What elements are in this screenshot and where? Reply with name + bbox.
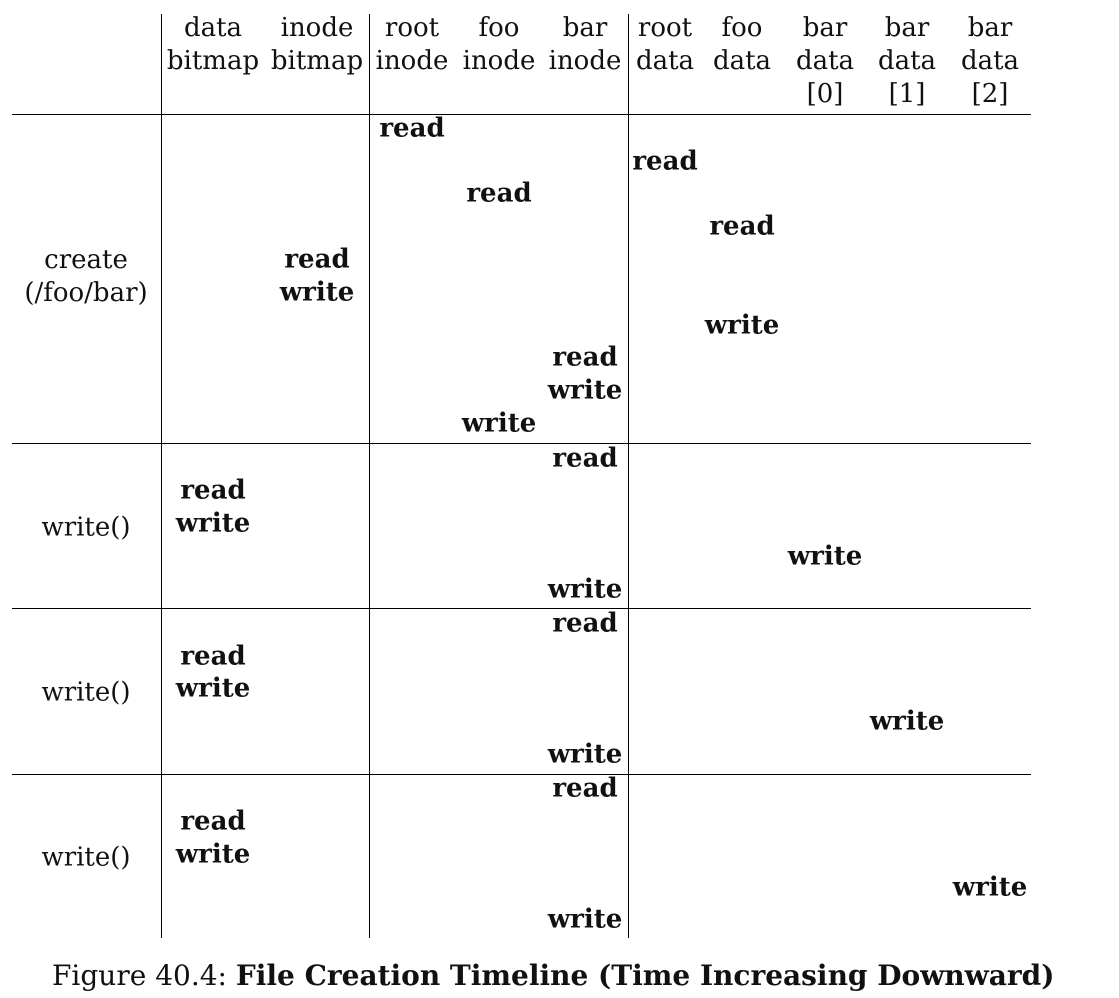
section-label-line: write() (41, 512, 131, 542)
column-header-line: inode (548, 46, 622, 76)
column-header-line: data (635, 46, 695, 76)
row-divider (12, 774, 1031, 775)
column-header-line: bitmap (166, 46, 260, 76)
op-read-data-bitmap: read (180, 806, 246, 837)
column-divider (369, 14, 370, 938)
column-header-line: bar (884, 13, 930, 43)
column-header-line: foo (721, 13, 763, 43)
column-header-line: data (183, 13, 243, 43)
op-write-foo-data: write (704, 310, 780, 341)
column-header-line: [2] (971, 79, 1009, 109)
column-header-line: bar (967, 13, 1013, 43)
column-header-line: inode (462, 46, 536, 76)
op-read-bar-inode: read (552, 443, 618, 474)
section-label-1: create (/foo/bar) (24, 244, 147, 310)
caption-prefix: Figure 40.4: (52, 959, 236, 992)
section-label-line: create (44, 245, 128, 275)
column-header-root-data: root data (636, 12, 694, 78)
column-header-bar-inode: bar inode (549, 12, 622, 78)
section-label-line: write() (41, 842, 131, 873)
op-read-data-bitmap: read (180, 475, 246, 506)
column-header-line: bar (562, 13, 608, 43)
column-header-line: data (960, 46, 1020, 76)
column-header-line: [0] (806, 79, 844, 109)
op-write-foo-inode: write (461, 408, 537, 439)
op-read-foo-data: read (709, 211, 775, 242)
op-write-bar-inode: write (547, 904, 623, 935)
column-header-root-inode: root inode (376, 12, 449, 78)
op-write-bar-data-1: write (869, 706, 945, 737)
figure-caption: Figure 40.4: File Creation Timeline (Tim… (52, 958, 1055, 994)
section-label-2: write() (41, 511, 130, 544)
op-write-bar-data-2: write (952, 872, 1028, 903)
column-header-foo-data: foo data (713, 12, 771, 78)
op-read-data-bitmap: read (180, 641, 246, 672)
column-header-line: inode (375, 46, 449, 76)
op-read-foo-inode: read (466, 178, 532, 209)
op-read-bar-inode: read (552, 608, 618, 639)
column-header-line: inode (280, 13, 354, 43)
op-read-root-data: read (632, 146, 698, 177)
op-read-inode-bitmap: read (284, 244, 350, 275)
section-label-line: (/foo/bar) (24, 278, 148, 308)
section-label-4: write() (41, 842, 130, 875)
column-divider (628, 14, 629, 938)
row-divider (12, 443, 1031, 444)
column-header-line: data (712, 46, 772, 76)
column-header-bar-data-1: bar data [1] (878, 12, 936, 111)
op-write-bar-inode: write (547, 739, 623, 770)
row-divider (12, 114, 1031, 115)
section-label-line: write() (41, 677, 131, 708)
op-read-bar-inode: read (552, 773, 618, 804)
op-read-bar-inode: read (552, 342, 618, 373)
op-write-bar-data-0: write (787, 541, 863, 572)
column-header-data-bitmap: data bitmap (167, 12, 259, 78)
column-header-line: data (877, 46, 937, 76)
op-write-data-bitmap: write (175, 508, 251, 539)
op-write-data-bitmap: write (175, 839, 251, 870)
column-header-bar-data-0: bar data [0] (796, 12, 854, 111)
op-write-inode-bitmap: write (279, 277, 355, 308)
column-header-line: root (637, 13, 693, 43)
row-divider (12, 608, 1031, 609)
column-header-line: foo (478, 13, 520, 43)
caption-title: File Creation Timeline (Time Increasing … (235, 959, 1055, 992)
column-divider (161, 14, 162, 938)
column-header-bar-data-2: bar data [2] (961, 12, 1019, 111)
column-header-line: [1] (888, 79, 926, 109)
column-header-line: bitmap (270, 46, 364, 76)
section-label-3: write() (41, 677, 130, 710)
op-write-bar-inode: write (547, 375, 623, 406)
op-read-root-inode: read (379, 113, 445, 144)
column-header-inode-bitmap: inode bitmap (271, 12, 363, 78)
op-write-bar-inode: write (547, 574, 623, 605)
column-header-foo-inode: foo inode (463, 12, 536, 78)
column-header-line: bar (802, 13, 848, 43)
op-write-data-bitmap: write (175, 673, 251, 704)
column-header-line: root (384, 13, 440, 43)
column-header-line: data (795, 46, 855, 76)
